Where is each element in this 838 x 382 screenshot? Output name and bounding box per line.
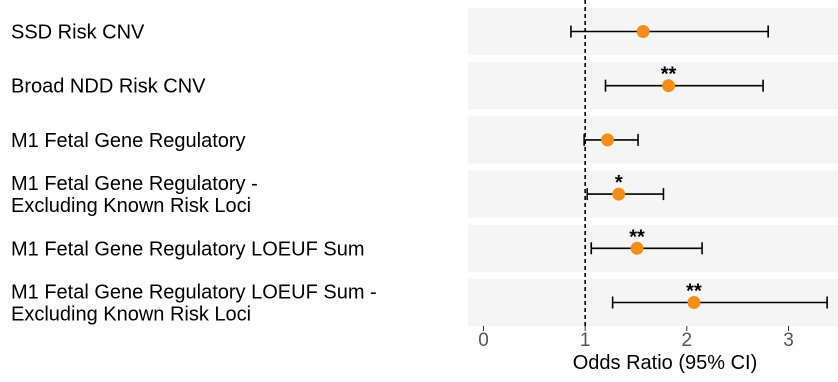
row-label-5: M1 Fetal Gene Regulatory LOEUF Sum (11, 238, 364, 260)
x-tick-label-3: 3 (783, 330, 794, 351)
significance-label-2: ** (661, 64, 677, 86)
row-labels-layer: SSD Risk CNV Broad NDD Risk CNV M1 Fetal G… (11, 22, 377, 326)
row-label-2: Broad NDD Risk CNV (11, 76, 206, 98)
x-axis-title: Odds Ratio (95% CI) (573, 352, 758, 374)
point-estimate-2 (662, 79, 676, 93)
row-label-4-line-2: Excluding Known Risk Loci (11, 195, 251, 217)
point-estimate-6 (687, 296, 701, 309)
significance-label-6: ** (686, 281, 702, 303)
x-axis: 0 1 2 3 (478, 326, 794, 351)
significance-label-4: * (615, 172, 623, 194)
marks-layer: ******* (570, 25, 828, 309)
point-estimate-3 (601, 133, 615, 147)
point-estimate-4 (612, 187, 626, 201)
significance-label-5: ** (629, 226, 645, 248)
x-tick-label-2: 2 (682, 330, 693, 351)
panel-backgrounds (468, 8, 838, 326)
x-tick-label-0: 0 (478, 330, 489, 351)
row-label-1: SSD Risk CNV (11, 22, 145, 44)
row-label-6-line-1: M1 Fetal Gene Regulatory LOEUF Sum - (11, 282, 377, 304)
point-estimate-5 (630, 241, 644, 255)
row-panel-3 (468, 116, 838, 164)
row-label-4-line-1: M1 Fetal Gene Regulatory - (11, 173, 258, 195)
point-estimate-1 (636, 25, 650, 38)
x-tick-label-1: 1 (580, 330, 591, 351)
row-label-3: M1 Fetal Gene Regulatory (11, 130, 246, 152)
row-label-6-line-2: Excluding Known Risk Loci (11, 304, 251, 326)
